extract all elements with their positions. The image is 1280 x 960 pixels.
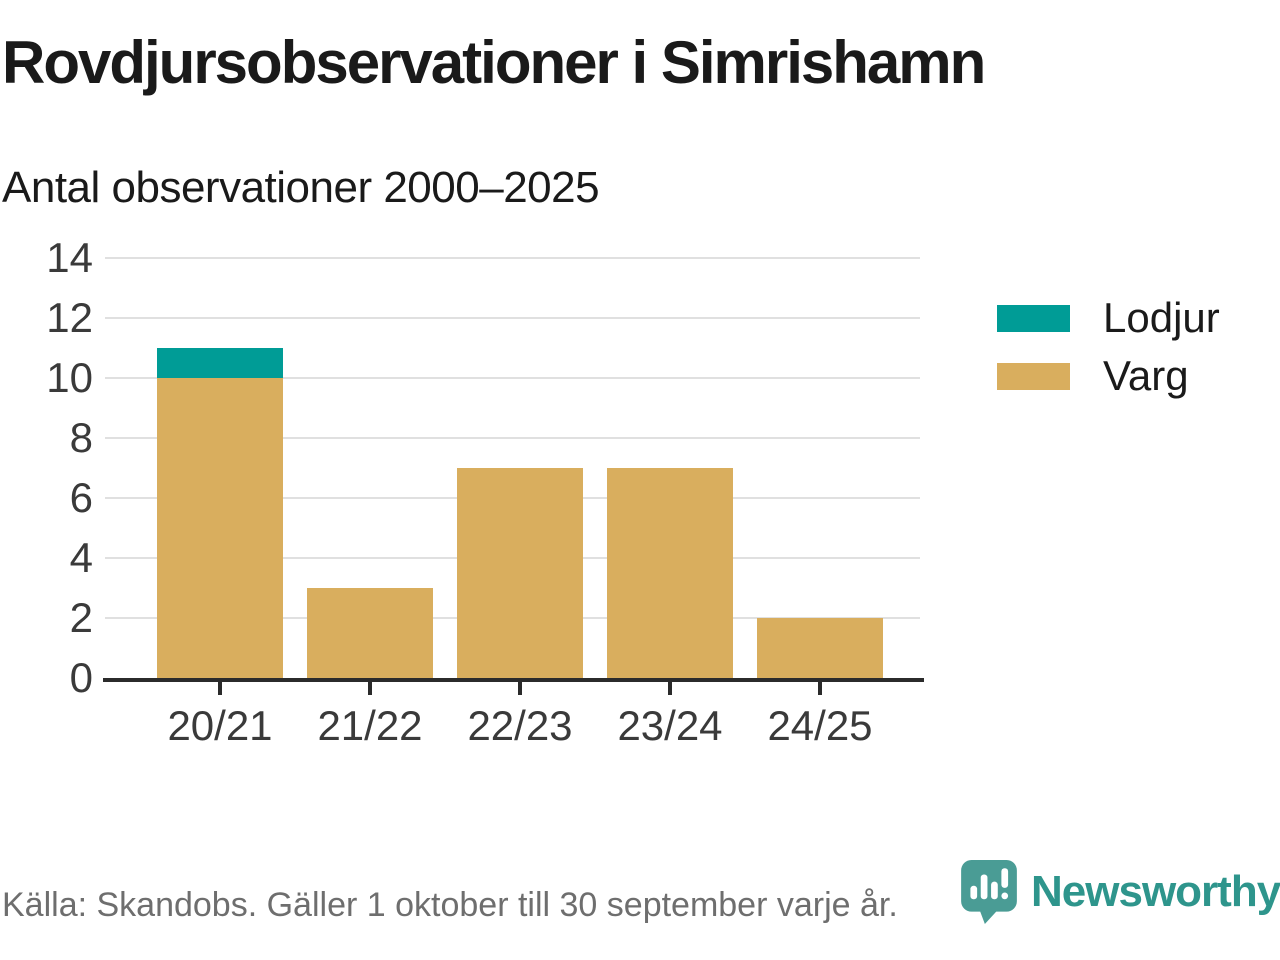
legend-item-varg: Varg: [997, 353, 1220, 399]
gridline-y-8: [105, 437, 920, 439]
gridline-y-12: [105, 317, 920, 319]
x-axis-tick: [668, 682, 672, 695]
gridline-y-10: [105, 377, 920, 379]
x-axis-line: [103, 678, 924, 682]
bar-segment-varg-21-22: [307, 588, 433, 678]
bar-segment-varg-20-21: [157, 378, 283, 678]
x-axis-tick-label: 20/21: [167, 702, 273, 749]
y-axis-tick-label: 2: [69, 594, 93, 641]
legend: Lodjur Varg: [997, 295, 1220, 399]
bar-segment-varg-23-24: [607, 468, 733, 678]
legend-label-lodjur: Lodjur: [1103, 294, 1220, 341]
y-axis-tick-label: 14: [46, 234, 93, 281]
x-axis-tick: [818, 682, 822, 695]
chart-title: Rovdjursobservationer i Simrishamn: [2, 29, 986, 96]
y-axis-tick-label: 12: [46, 294, 93, 341]
x-axis-tick-label: 21/22: [317, 702, 423, 749]
legend-swatch-varg: [997, 362, 1070, 390]
legend-swatch-lodjur: [997, 304, 1070, 332]
newsworthy-wordmark: Newsworthy: [1031, 867, 1280, 916]
y-axis-tick-label: 10: [46, 354, 93, 401]
y-axis-tick-label: 4: [69, 534, 93, 581]
y-axis-tick-label: 0: [69, 654, 93, 701]
newsworthy-brand: Newsworthy: [961, 860, 1280, 924]
x-axis-tick-label: 22/23: [467, 702, 573, 749]
y-axis-tick-label: 8: [69, 414, 93, 461]
chart-subtitle: Antal observationer 2000–2025: [2, 163, 600, 212]
y-axis-tick-label: 6: [69, 474, 93, 521]
legend-label-varg: Varg: [1103, 352, 1189, 399]
x-axis-tick-label: 23/24: [617, 702, 723, 749]
source-note: Källa: Skandobs. Gäller 1 oktober till 3…: [2, 886, 898, 924]
x-axis-tick: [518, 682, 522, 695]
x-axis-tick: [368, 682, 372, 695]
gridline-y-14: [105, 257, 920, 259]
legend-item-lodjur: Lodjur: [997, 295, 1220, 341]
bar-segment-lodjur-20-21: [157, 348, 283, 378]
newsworthy-logo-icon: [961, 860, 1017, 924]
bar-segment-varg-22-23: [457, 468, 583, 678]
x-axis-tick-label: 24/25: [767, 702, 873, 749]
x-axis-tick: [218, 682, 222, 695]
bar-segment-varg-24-25: [757, 618, 883, 678]
